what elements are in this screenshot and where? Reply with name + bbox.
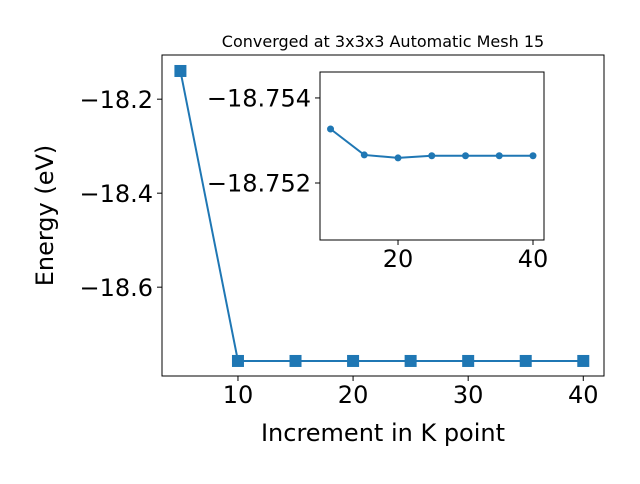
marker <box>289 354 302 367</box>
marker <box>529 152 537 160</box>
y-tick-label: −18.2 <box>79 86 153 114</box>
x-tick-label: 20 <box>383 245 414 273</box>
x-tick-label: 40 <box>518 245 549 273</box>
y-tick-label: −18.754 <box>207 85 311 113</box>
axes-frame <box>319 71 545 241</box>
marker <box>360 151 368 159</box>
series-line <box>179 70 584 362</box>
x-tick-label: 10 <box>223 381 254 409</box>
marker <box>174 64 187 77</box>
x-axis-label: Increment in K point <box>261 419 505 447</box>
marker <box>394 154 402 162</box>
marker <box>462 152 470 160</box>
chart-title: Converged at 3x3x3 Automatic Mesh 15 <box>222 32 544 51</box>
y-axis-label: Energy (eV) <box>31 145 59 287</box>
x-tick-label: 20 <box>338 381 369 409</box>
marker <box>519 354 532 367</box>
marker <box>577 354 590 367</box>
y-tick-label: −18.752 <box>207 170 311 198</box>
y-tick-label: −18.6 <box>79 274 153 302</box>
marker <box>327 125 335 133</box>
y-tick-label: −18.4 <box>79 180 153 208</box>
x-tick-label: 40 <box>568 381 599 409</box>
marker <box>428 152 436 160</box>
axes-frame <box>161 54 605 377</box>
marker <box>462 354 475 367</box>
x-tick-label: 30 <box>453 381 484 409</box>
marker <box>347 354 360 367</box>
marker <box>495 152 503 160</box>
marker <box>231 354 244 367</box>
marker <box>404 354 417 367</box>
